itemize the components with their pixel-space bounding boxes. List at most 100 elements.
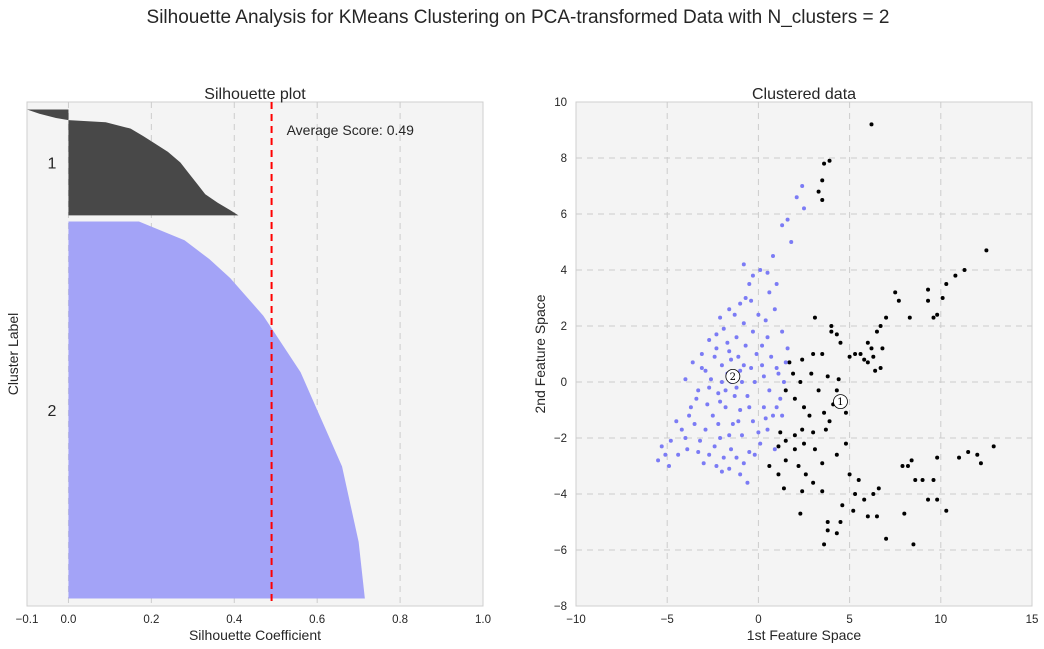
scatter-point-cluster-2 [747,282,752,286]
scatter-point-cluster-1 [865,360,870,365]
scatter-y-tick-label: 8 [561,153,567,165]
scatter-point-cluster-2 [718,436,723,440]
scatter-point-cluster-2 [758,268,763,272]
scatter-point-cluster-2 [683,436,688,440]
scatter-point-cluster-2 [785,217,790,222]
scatter-point-cluster-1 [781,486,786,491]
scatter-point-cluster-1 [858,352,863,356]
scatter-point-cluster-2 [763,318,768,323]
scatter-point-cluster-1 [825,528,830,533]
scatter-point-cluster-2 [743,343,748,348]
scatter-point-cluster-2 [781,380,786,384]
cluster-centers: 12 [725,368,848,410]
scatter-point-cluster-1 [822,161,827,166]
scatter-point-cluster-2 [752,380,757,384]
cluster-center-marker [833,394,848,410]
scatter-point-cluster-2 [745,394,750,398]
scatter-point-cluster-2 [770,413,775,418]
scatter-point-cluster-2 [774,282,779,286]
cluster-center-marker [725,368,741,384]
clustered-data-background [575,101,1033,607]
scatter-point-cluster-1 [820,178,825,183]
scatter-point-cluster-2 [679,427,684,432]
scatter-point-cluster-1 [816,388,821,393]
scatter-point-cluster-2 [718,399,723,404]
scatter-point-cluster-2 [656,458,661,463]
scatter-point-cluster-1 [913,478,918,482]
scatter-x-tick-label: 0 [755,614,761,626]
scatter-point-cluster-1 [792,447,797,452]
scatter-point-cluster-2 [727,433,732,438]
scatter-point-cluster-2 [696,450,701,454]
scatter-point-cluster-2 [721,326,726,331]
scatter-point-cluster-1 [776,472,781,477]
scatter-point-cluster-1 [978,461,983,466]
scatter-point-cluster-2 [723,388,728,393]
scatter-point-cluster-2 [752,452,757,457]
scatter-point-cluster-1 [807,413,812,418]
scatter-point-cluster-1 [800,357,805,362]
scatter-point-cluster-1 [926,298,931,303]
scatter-point-cluster-2 [719,380,724,384]
scatter-point-cluster-2 [714,464,719,468]
scatter-point-cluster-1 [820,198,825,202]
scatter-point-cluster-2 [699,366,704,370]
scatter-point-cluster-1 [843,441,848,446]
scatter-point-cluster-1 [940,296,945,300]
scatter-point-cluster-2 [729,447,734,452]
scatter-point-cluster-2 [705,402,710,407]
scatter-point-cluster-2 [703,427,708,432]
scatter-y-ticks: −8 −6 −4 −2 0 2 4 6 8 10 [554,97,568,613]
scatter-point-cluster-1 [827,419,832,424]
scatter-point-cluster-2 [754,352,759,356]
scatter-point-cluster-2 [743,296,748,300]
scatter-point-cluster-2 [763,416,768,421]
scatter-point-cluster-1 [791,371,796,376]
scatter-point-cluster-2 [760,363,765,368]
scatter-point-cluster-2 [732,394,737,398]
scatter-point-cluster-2 [687,413,692,418]
cluster-center-label: 2 [730,372,736,383]
silhouette-x-ticks: −0.1 0.0 0.2 0.4 0.6 0.8 1.0 [16,614,491,626]
scatter-point-cluster-1 [783,438,788,443]
scatter-point-cluster-1 [935,312,940,317]
scatter-point-cluster-1 [874,329,879,334]
silhouette-x-tick-label: 0.6 [309,614,325,626]
scatter-point-cluster-1 [812,315,817,320]
scatter-point-cluster-2 [741,461,746,466]
scatter-point-cluster-2 [736,419,741,424]
scatter-point-cluster-1 [767,464,772,468]
scatter-point-cluster-2 [780,223,785,228]
scatter-point-cluster-1 [931,315,936,320]
scatter-point-cluster-2 [736,354,741,359]
scatter-point-cluster-1 [926,287,931,292]
scatter-y-tick-label: 6 [561,209,567,221]
scatter-point-cluster-1 [820,461,825,466]
scatter-point-cluster-1 [802,405,806,410]
scatter-point-cluster-1 [874,514,879,519]
scatter-point-cluster-2 [734,335,739,340]
scatter-point-cluster-1 [853,492,858,496]
scatter-point-cluster-2 [707,385,712,390]
scatter-point-cluster-2 [772,447,777,452]
scatter-point-cluster-1 [800,427,805,432]
scatter-point-cluster-1 [834,332,839,337]
scatter-point-cluster-2 [699,352,704,356]
scatter-point-cluster-1 [900,464,905,468]
scatter-point-cluster-2 [685,447,690,452]
scatter-point-cluster-2 [703,368,708,373]
silhouette-plot: Average Score: 0.49 −0.1 0.0 0.2 0.4 0.6 0.8 1… [5,86,491,643]
scatter-point-cluster-2 [714,346,719,351]
scatter-point-cluster-2 [734,385,739,390]
scatter-point-cluster-1 [847,472,852,477]
scatter-point-cluster-1 [896,298,901,303]
scatter-point-cluster-1 [816,189,821,194]
scatter-point-cluster-2 [683,377,688,382]
scatter-point-cluster-1 [935,455,940,460]
scatter-point-cluster-1 [935,497,940,502]
scatter-x-tick-label: −5 [661,614,674,626]
scatter-point-cluster-1 [966,450,971,454]
scatter-point-cluster-2 [719,363,724,368]
scatter-point-cluster-2 [734,455,739,460]
scatter-point-cluster-2 [776,371,781,376]
